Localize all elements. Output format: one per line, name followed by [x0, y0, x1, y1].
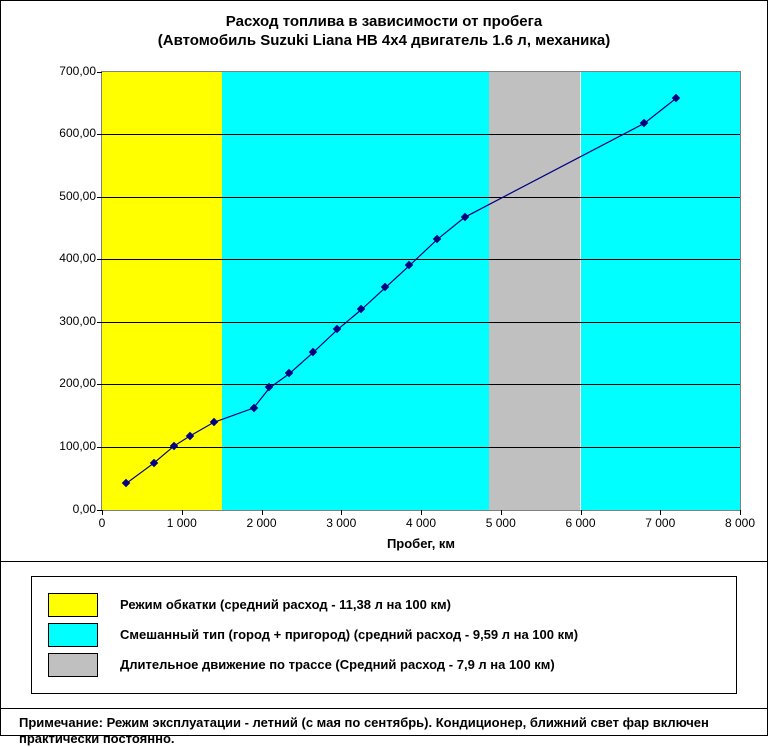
gridline-horizontal — [102, 447, 740, 448]
legend-label: Смешанный тип (город + пригород) (средни… — [120, 627, 578, 642]
x-tick-mark — [660, 510, 661, 515]
x-tick-mark — [581, 510, 582, 515]
legend-swatch — [48, 593, 98, 617]
background-band — [102, 72, 222, 510]
legend-swatch — [48, 653, 98, 677]
legend-box: Режим обкатки (средний расход - 11,38 л … — [31, 576, 737, 694]
x-tick-mark — [501, 510, 502, 515]
figure-container: Расход топлива в зависимости от пробега … — [0, 0, 768, 736]
plot-area: 01 0002 0003 0004 0005 0006 0007 0008 00… — [101, 71, 741, 511]
y-tick-mark — [97, 134, 102, 135]
legend-label: Режим обкатки (средний расход - 11,38 л … — [120, 597, 451, 612]
y-tick-mark — [97, 322, 102, 323]
y-tick-label: 400,00 — [41, 251, 96, 265]
x-tick-mark — [102, 510, 103, 515]
y-tick-label: 200,00 — [41, 376, 96, 390]
x-tick-mark — [341, 510, 342, 515]
gridline-horizontal — [102, 134, 740, 135]
x-tick-mark — [182, 510, 183, 515]
y-tick-label: 500,00 — [41, 189, 96, 203]
chart-title-line1: Расход топлива в зависимости от пробега — [1, 13, 767, 32]
chart-title: Расход топлива в зависимости от пробега … — [1, 1, 767, 51]
legend-item: Режим обкатки (средний расход - 11,38 л … — [48, 593, 720, 617]
legend-swatch — [48, 623, 98, 647]
chart-area: Расход бензина (нарастающий итог), л 01 … — [1, 61, 767, 561]
background-band — [222, 72, 489, 510]
footnote: Примечание: Режим эксплуатации - летний … — [1, 709, 767, 747]
x-tick-label: 3 000 — [326, 516, 356, 530]
chart-title-line2: (Автомобиль Suzuki Liana HB 4x4 двигател… — [1, 32, 767, 51]
x-tick-label: 1 000 — [167, 516, 197, 530]
x-axis-label: Пробег, км — [101, 536, 741, 551]
x-tick-mark — [421, 510, 422, 515]
x-tick-mark — [740, 510, 741, 515]
x-tick-label: 4 000 — [406, 516, 436, 530]
background-band — [581, 72, 741, 510]
x-tick-label: 0 — [99, 516, 106, 530]
y-tick-label: 0,00 — [41, 502, 96, 516]
x-tick-label: 8 000 — [725, 516, 755, 530]
legend-label: Длительное движение по трассе (Средний р… — [120, 657, 555, 672]
legend-divider: Режим обкатки (средний расход - 11,38 л … — [1, 561, 767, 709]
gridline-horizontal — [102, 384, 740, 385]
background-band — [489, 72, 581, 510]
y-tick-mark — [97, 384, 102, 385]
x-tick-mark — [262, 510, 263, 515]
gridline-horizontal — [102, 259, 740, 260]
y-tick-label: 600,00 — [41, 126, 96, 140]
y-tick-mark — [97, 197, 102, 198]
gridline-horizontal — [102, 322, 740, 323]
y-tick-mark — [97, 447, 102, 448]
x-tick-label: 2 000 — [246, 516, 276, 530]
y-tick-label: 700,00 — [41, 64, 96, 78]
y-tick-mark — [97, 72, 102, 73]
legend-item: Смешанный тип (город + пригород) (средни… — [48, 623, 720, 647]
y-tick-label: 300,00 — [41, 314, 96, 328]
gridline-horizontal — [102, 197, 740, 198]
x-tick-label: 5 000 — [486, 516, 516, 530]
x-tick-label: 7 000 — [645, 516, 675, 530]
legend-item: Длительное движение по трассе (Средний р… — [48, 653, 720, 677]
x-tick-label: 6 000 — [565, 516, 595, 530]
y-tick-mark — [97, 259, 102, 260]
y-tick-label: 100,00 — [41, 439, 96, 453]
